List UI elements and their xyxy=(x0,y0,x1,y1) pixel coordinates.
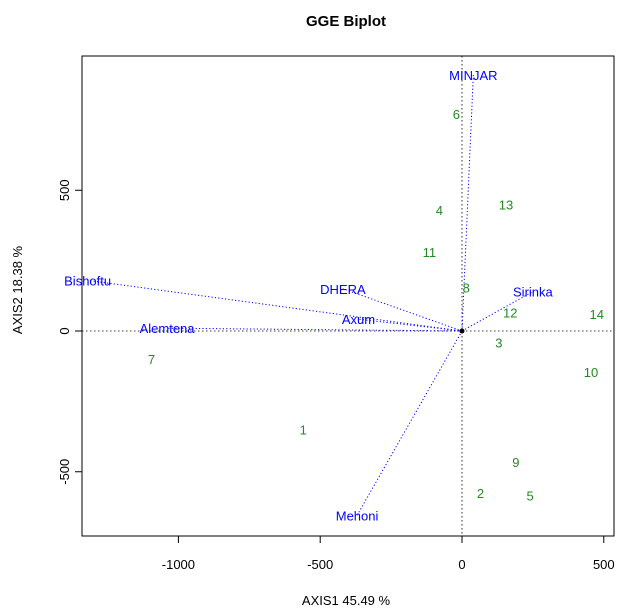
environment-vector xyxy=(167,327,463,332)
x-tick-label: 0 xyxy=(458,557,465,572)
y-tick-label: 500 xyxy=(57,179,72,201)
genotype-label: 12 xyxy=(503,306,517,321)
genotype-label: 3 xyxy=(495,335,502,350)
x-tick-label: -1000 xyxy=(162,557,195,572)
origin-point xyxy=(459,328,465,334)
genotype-label: 6 xyxy=(453,107,460,122)
y-tick-label: -500 xyxy=(57,459,72,485)
plot-area: -1000 -500 0 500 -500 0 500 MINJAR Bishoftu DHERA… xyxy=(57,55,615,572)
y-axis-label: AXIS2 18.38 % xyxy=(10,245,25,334)
chart-title: GGE Biplot xyxy=(306,13,386,30)
environment-label: Alemtena xyxy=(140,321,196,336)
environment-label: DHERA xyxy=(320,282,366,297)
environment-label: MINJAR xyxy=(449,68,497,83)
environment-label: Bishoftu xyxy=(64,273,111,288)
y-tick-label: 0 xyxy=(57,327,72,334)
genotype-label: 2 xyxy=(477,486,484,501)
x-axis-label: AXIS1 45.49 % xyxy=(302,593,391,608)
genotype-label: 11 xyxy=(423,245,437,260)
genotype-label: 4 xyxy=(436,203,443,218)
genotype-label: 5 xyxy=(526,489,533,504)
genotype-label: 7 xyxy=(148,352,155,367)
x-tick-label: 500 xyxy=(593,557,615,572)
environment-label: Sirinka xyxy=(513,285,554,300)
genotype-label: 10 xyxy=(584,365,598,380)
genotype-label: 13 xyxy=(499,197,513,212)
environment-vector xyxy=(356,330,463,516)
genotype-label: 1 xyxy=(300,423,307,438)
environment-vector xyxy=(358,318,463,332)
genotype-label: 14 xyxy=(589,307,603,322)
environment-label: Mehoni xyxy=(336,508,379,523)
environment-label: Axum xyxy=(342,312,375,327)
genotype-label: 8 xyxy=(463,280,470,295)
x-tick-label: -500 xyxy=(307,557,333,572)
plot-frame xyxy=(81,55,615,537)
environment-vector xyxy=(342,288,463,332)
genotype-label: 9 xyxy=(512,455,519,470)
